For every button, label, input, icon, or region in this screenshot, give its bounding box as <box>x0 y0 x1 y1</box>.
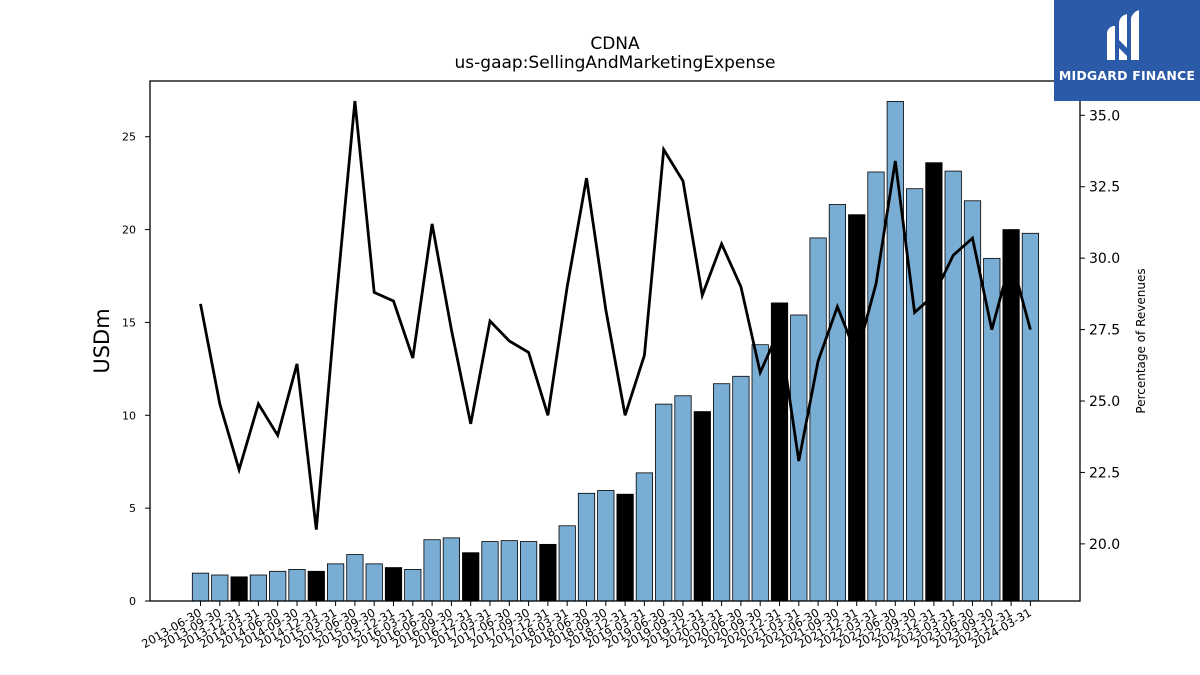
bar-2016-06-30 <box>423 539 441 602</box>
bar-2022-06-30 <box>886 101 904 602</box>
bar-2015-12-31 <box>384 567 403 602</box>
bar-2014-12-31 <box>307 570 325 602</box>
bar-2018-09-30 <box>597 490 615 602</box>
bar-2021-06-30 <box>809 237 827 602</box>
bar-2022-12-31 <box>925 162 943 602</box>
bar-2019-03-31 <box>635 472 654 602</box>
y-tick-label: 5 <box>129 502 136 515</box>
bar-2019-09-30 <box>674 395 692 602</box>
y-right-tick-label: 25.0 <box>1089 394 1120 410</box>
y-axis-label: USDm <box>90 308 114 373</box>
percentage-line <box>199 100 1032 530</box>
y-tick-label: 10 <box>122 409 136 422</box>
chart-subtitle: us-gaap:SellingAndMarketingExpense <box>455 53 776 73</box>
y-right-tick-label: 22.5 <box>1089 465 1120 481</box>
y-tick-label: 0 <box>129 595 136 608</box>
bar-2020-09-30 <box>751 344 769 602</box>
y-right-tick-label: 20.0 <box>1089 537 1120 553</box>
bar-2016-09-30 <box>442 537 461 602</box>
bar-2013-12-31 <box>230 576 248 602</box>
y-right-tick-label: 35.0 <box>1089 108 1120 124</box>
bar-2018-12-31 <box>616 493 634 602</box>
bar-2014-06-30 <box>269 570 287 602</box>
y-right-tick-label: 30.0 <box>1089 251 1120 267</box>
bar-2020-12-31 <box>770 302 789 602</box>
y-tick-label: 20 <box>122 224 136 237</box>
bar-2023-03-31 <box>944 170 962 602</box>
midgard-logo-icon <box>1107 10 1139 60</box>
bar-2015-06-30 <box>346 554 364 602</box>
y-right-tick-label: 32.5 <box>1089 180 1120 196</box>
bar-2020-03-31 <box>713 383 731 602</box>
line-series <box>199 100 1032 530</box>
bar-2021-09-30 <box>828 204 847 602</box>
y-axis-left: 0 5 10 15 20 25 <box>122 131 150 608</box>
bar-2013-09-30 <box>211 574 229 602</box>
bar-2014-03-31 <box>249 574 267 602</box>
bar-2024-03-31 <box>1021 232 1040 602</box>
bar-2015-09-30 <box>365 563 383 602</box>
bar-2022-09-30 <box>906 188 924 602</box>
bar-2020-06-30 <box>732 375 750 602</box>
bar-2016-03-31 <box>404 569 422 602</box>
y-axis-right: 20.0 22.5 25.0 27.5 30.0 32.5 35.0 <box>1080 108 1120 553</box>
bar-2013-06-30 <box>191 572 210 602</box>
bar-2019-06-30 <box>655 403 673 602</box>
y-right-tick-label: 27.5 <box>1089 323 1120 339</box>
chart-title: CDNA <box>590 34 640 54</box>
bar-2019-12-31 <box>693 411 711 602</box>
bar-2017-03-31 <box>481 541 499 602</box>
bar-2014-09-30 <box>288 569 306 602</box>
bar-2018-03-31 <box>558 525 576 602</box>
y-tick-label: 25 <box>122 131 136 144</box>
logo-text: MIDGARD FINANCE <box>1058 68 1196 83</box>
bar-2018-06-30 <box>577 492 596 602</box>
bar-2015-03-31 <box>326 563 345 602</box>
bar-2023-12-31 <box>1002 229 1020 602</box>
bar-2022-03-31 <box>867 171 885 602</box>
bar-2016-12-31 <box>462 552 480 602</box>
bar-2017-12-31 <box>539 543 557 602</box>
bar-2017-06-30 <box>500 540 518 602</box>
midgard-finance-logo: MIDGARD FINANCE <box>1054 0 1200 101</box>
y-tick-label: 15 <box>122 316 136 329</box>
x-axis: 2013-06-302013-09-302013-12-312014-03-31… <box>139 601 1034 651</box>
bar-2017-09-30 <box>520 541 538 602</box>
bar-2021-12-31 <box>848 214 866 602</box>
plot-frame <box>149 80 1081 602</box>
bar-series <box>191 101 1040 602</box>
y-axis-right-label: Percentage of Revenues <box>1134 268 1148 413</box>
